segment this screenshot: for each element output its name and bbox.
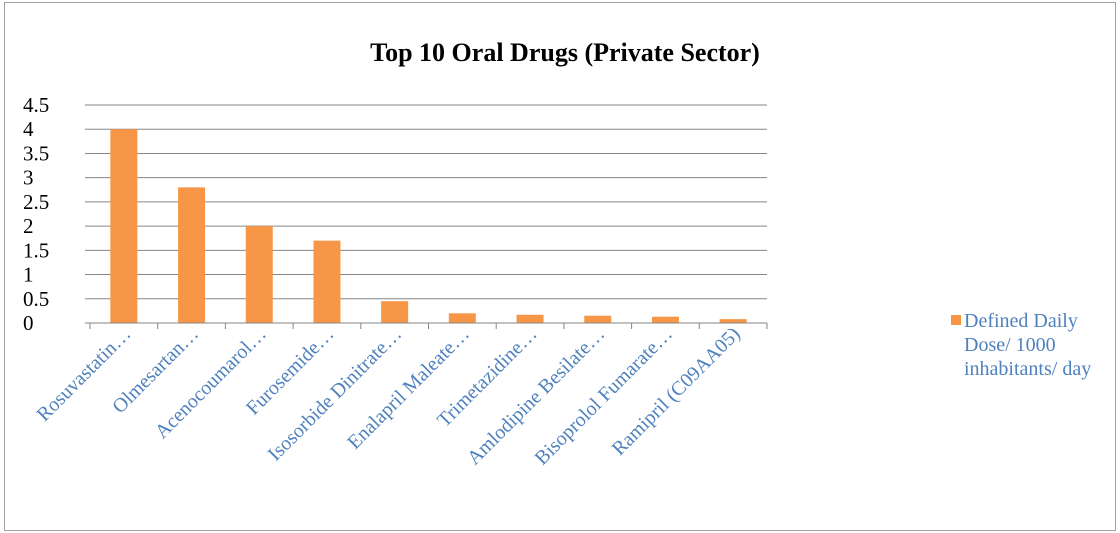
bar <box>719 319 747 323</box>
y-tick-label: 4 <box>23 117 34 141</box>
x-axis-labels: Rosuvastatin…Olmesartan…Acenocoumarol…Fu… <box>33 323 745 469</box>
legend-swatch <box>951 315 961 325</box>
y-tick-label: 2 <box>23 214 34 238</box>
chart-frame: Top 10 Oral Drugs (Private Sector) 0 0.5 1… <box>4 2 1116 531</box>
bar <box>584 315 612 323</box>
bar <box>245 226 273 323</box>
y-tick-label: 0 <box>23 311 34 335</box>
bar <box>448 313 476 323</box>
bar <box>381 301 409 323</box>
bar <box>313 240 341 323</box>
y-tick-label: 3.5 <box>23 141 49 165</box>
x-axis <box>89 322 768 329</box>
y-tick-label: 4.5 <box>23 93 49 117</box>
bar <box>516 314 544 323</box>
chart-canvas: Top 10 Oral Drugs (Private Sector) 00.51… <box>23 38 768 469</box>
y-axis-ticks: 00.511.522.533.544.5 <box>23 93 90 335</box>
bar <box>178 187 206 323</box>
bar <box>651 316 679 323</box>
y-tick-label: 0.5 <box>23 287 49 311</box>
chart-title: Top 10 Oral Drugs (Private Sector) <box>370 38 760 67</box>
x-tick-label: Enalapril Maleate… <box>343 323 474 454</box>
x-tick-label: Isosorbide Dinitrate… <box>264 323 406 465</box>
legend-label: Defined Daily Dose/ 1000 inhabitants/ da… <box>964 310 1092 380</box>
legend: Defined Daily Dose/ 1000 inhabitants/ da… <box>951 309 1120 381</box>
y-tick-label: 2.5 <box>23 190 49 214</box>
bar <box>110 129 138 323</box>
bars <box>110 129 747 323</box>
x-tick-label: Ramipril (C09AA05) <box>608 323 745 460</box>
y-tick-label: 1 <box>23 263 34 287</box>
y-tick-label: 1.5 <box>23 238 49 262</box>
y-tick-label: 3 <box>23 166 34 190</box>
